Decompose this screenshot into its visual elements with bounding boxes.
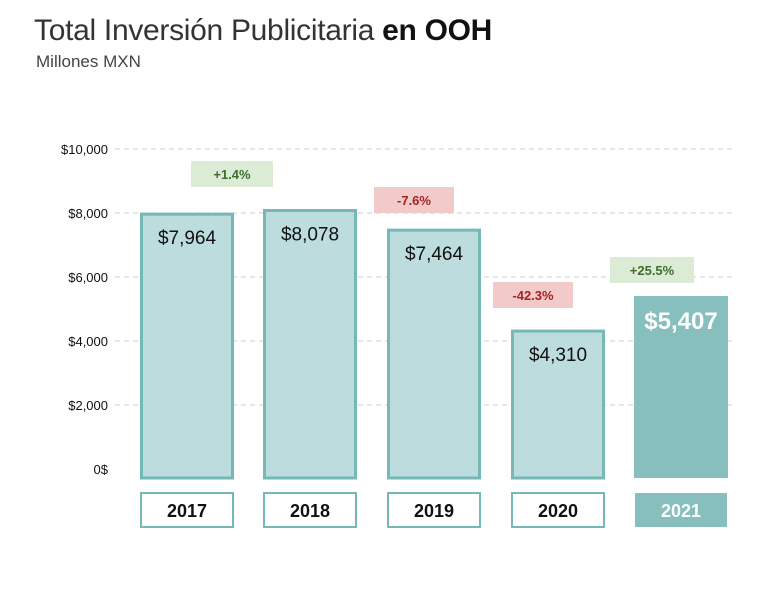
x-tick-label: 2020 — [538, 501, 578, 521]
bar — [387, 228, 481, 480]
change-badge — [374, 187, 454, 213]
y-tick-label: $6,000 — [68, 270, 108, 285]
y-tick-label: $2,000 — [68, 398, 108, 413]
change-label: +1.4% — [213, 167, 251, 182]
y-tick-label: $10,000 — [61, 142, 108, 157]
x-tick-label: 2019 — [414, 501, 454, 521]
bar — [634, 295, 728, 478]
data-label: $4,310 — [529, 345, 587, 366]
bar — [140, 212, 234, 480]
data-label: $5,407 — [644, 308, 717, 335]
change-label: -42.3% — [512, 288, 554, 303]
x-tick-label: 2017 — [167, 501, 207, 521]
bar — [511, 329, 605, 480]
y-tick-label: $4,000 — [68, 334, 108, 349]
chart-title-main: Total Inversión Publicitaria — [34, 14, 383, 47]
chart-title-bold: en OOH — [382, 14, 493, 47]
change-label: +25.5% — [630, 263, 675, 278]
x-tick-label: 2018 — [290, 501, 330, 521]
data-label: $7,464 — [405, 244, 464, 265]
x-category-box — [387, 492, 481, 528]
x-category-box — [635, 493, 727, 527]
bar — [263, 209, 357, 480]
change-badge — [610, 257, 694, 283]
y-tick-label: 0$ — [94, 462, 109, 477]
data-label: $7,964 — [158, 228, 217, 249]
x-category-box — [263, 492, 357, 528]
chart-title: Total Inversión Publicitaria en OOH — [34, 14, 492, 48]
x-tick-label: 2021 — [661, 501, 701, 521]
y-tick-label: $8,000 — [68, 206, 108, 221]
change-badge — [493, 282, 573, 308]
x-category-box — [511, 492, 605, 528]
data-label: $8,078 — [281, 225, 339, 246]
change-badge — [191, 161, 273, 187]
chart-subtitle: Millones MXN — [36, 52, 141, 71]
x-category-box — [140, 492, 234, 528]
change-label: -7.6% — [397, 193, 431, 208]
